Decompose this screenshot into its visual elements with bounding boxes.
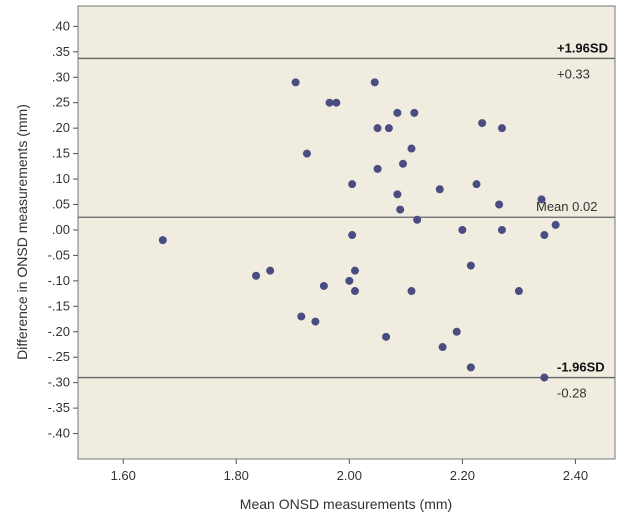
data-point: [472, 180, 481, 189]
reference-line-value: +0.33: [557, 66, 590, 81]
data-point: [332, 98, 341, 107]
y-tick-label: .15: [52, 146, 70, 161]
data-point: [373, 124, 382, 133]
data-point: [497, 124, 506, 133]
data-point: [348, 180, 357, 189]
data-point: [478, 119, 487, 128]
data-point: [348, 231, 357, 240]
y-tick-label: .10: [52, 171, 70, 186]
data-point: [325, 98, 334, 107]
data-point: [540, 373, 549, 382]
data-point: [495, 200, 504, 209]
y-tick-label: .40: [52, 18, 70, 33]
data-point: [370, 78, 379, 87]
data-point: [497, 225, 506, 234]
data-point: [514, 287, 523, 296]
x-axis: 1.60 1.80 2.00 2.20 2.40: [111, 459, 588, 483]
data-point: [382, 332, 391, 341]
y-tick-label: -.25: [48, 349, 70, 364]
y-tick-label: -.30: [48, 375, 70, 390]
data-point: [350, 266, 359, 275]
data-point: [399, 159, 408, 168]
y-tick-label: -.15: [48, 298, 70, 313]
data-point: [252, 271, 261, 280]
data-point: [158, 236, 167, 245]
reference-lines: +1.96SD +0.33 Mean 0.02 -1.96SD -0.28: [78, 40, 615, 401]
data-point: [384, 124, 393, 133]
x-tick-label: 2.20: [450, 468, 475, 483]
x-axis-title: Mean ONSD measurements (mm): [240, 496, 452, 512]
data-point: [302, 149, 311, 158]
data-point: [266, 266, 275, 275]
y-tick-label: -.05: [48, 247, 70, 262]
y-tick-label: .30: [52, 69, 70, 84]
reference-line-value: -0.28: [557, 386, 587, 401]
y-tick-label: -.35: [48, 400, 70, 415]
reference-line-label: +1.96SD: [557, 40, 608, 55]
data-point: [413, 215, 422, 224]
data-point: [540, 231, 549, 240]
x-tick-label: 2.00: [337, 468, 362, 483]
plot-area: [77, 5, 616, 460]
data-point: [350, 287, 359, 296]
y-tick-label: .00: [52, 222, 70, 237]
y-tick-label: .35: [52, 44, 70, 59]
data-point: [291, 78, 300, 87]
data-point: [407, 144, 416, 153]
data-point: [393, 108, 402, 117]
data-point: [393, 190, 402, 199]
y-tick-label: .25: [52, 95, 70, 110]
data-point: [466, 261, 475, 270]
data-point: [466, 363, 475, 372]
data-points: [158, 78, 560, 382]
data-point: [311, 317, 320, 326]
data-point: [373, 164, 382, 173]
x-tick-label: 2.40: [563, 468, 588, 483]
x-tick-label: 1.60: [111, 468, 136, 483]
reference-line-label: -1.96SD: [557, 360, 605, 375]
data-point: [537, 195, 546, 204]
data-point: [319, 281, 328, 290]
data-point: [396, 205, 405, 214]
y-tick-label: -.20: [48, 324, 70, 339]
y-tick-label: -.40: [48, 426, 70, 441]
data-point: [458, 225, 467, 234]
data-point: [345, 276, 354, 285]
data-point: [452, 327, 461, 336]
y-tick-label: .20: [52, 120, 70, 135]
data-point: [551, 220, 560, 229]
x-tick-label: 1.80: [224, 468, 249, 483]
data-point: [410, 108, 419, 117]
data-point: [435, 185, 444, 194]
y-axis: .40 .35 .30 .25 .20 .15 .10 .05 .00 -.05 -.10 -.15 -…: [48, 18, 78, 441]
y-tick-label: -.10: [48, 273, 70, 288]
data-point: [297, 312, 306, 321]
y-tick-label: .05: [52, 197, 70, 212]
data-point: [407, 287, 416, 296]
reference-line-label: Mean 0.02: [536, 199, 597, 214]
y-axis-title: Difference in ONSD measurements (mm): [14, 104, 30, 360]
data-point: [438, 343, 447, 352]
